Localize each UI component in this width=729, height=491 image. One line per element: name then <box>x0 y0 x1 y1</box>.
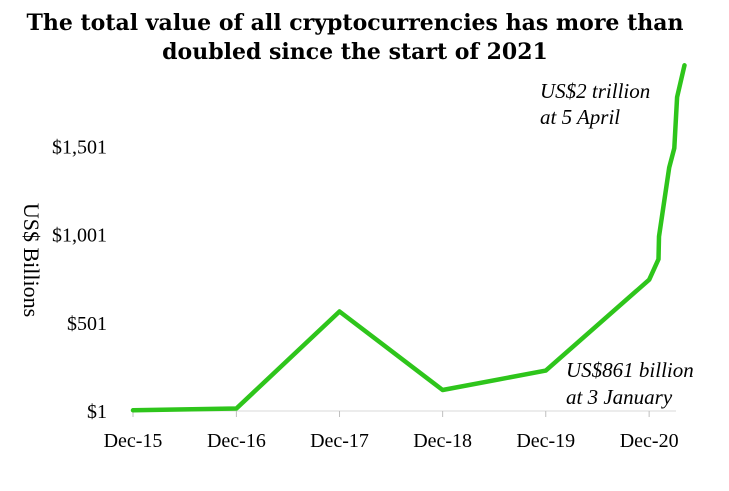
x-tick-label: Dec-17 <box>310 430 369 452</box>
annotation-january: US$861 billion at 3 January <box>566 358 694 409</box>
series-layer <box>130 63 687 413</box>
y-tick-label: $501 <box>67 313 107 335</box>
chart-title-line-2: doubled since the start of 2021 <box>162 39 548 65</box>
y-tick-label: $1,001 <box>52 225 107 247</box>
x-tick-label: Dec-20 <box>620 430 679 452</box>
x-tick-label: Dec-16 <box>207 430 266 452</box>
annotation-peak-line-1: US$2 trillion <box>540 79 650 103</box>
x-tick-label: Dec-19 <box>516 430 575 452</box>
y-tick-label: $1,501 <box>52 136 107 158</box>
annotation-peak-line-2: at 5 April <box>540 105 620 129</box>
annotation-peak: US$2 trillion at 5 April <box>540 79 650 129</box>
x-tick-label: Dec-18 <box>413 430 472 452</box>
x-tick-label: Dec-15 <box>104 430 163 452</box>
y-axis: $1 $501 $1,001 $1,501 <box>52 136 107 423</box>
series-line <box>130 63 687 413</box>
x-axis: Dec-15 Dec-16 Dec-17 Dec-18 Dec-19 Dec-20 <box>104 410 679 452</box>
y-axis-label: US$ Billions <box>19 203 44 317</box>
chart-title-line-1: The total value of all cryptocurrencies … <box>26 10 683 36</box>
annotation-january-line-2: at 3 January <box>566 385 673 409</box>
y-tick-label: $1 <box>87 401 107 423</box>
annotation-january-line-1: US$861 billion <box>566 358 694 382</box>
